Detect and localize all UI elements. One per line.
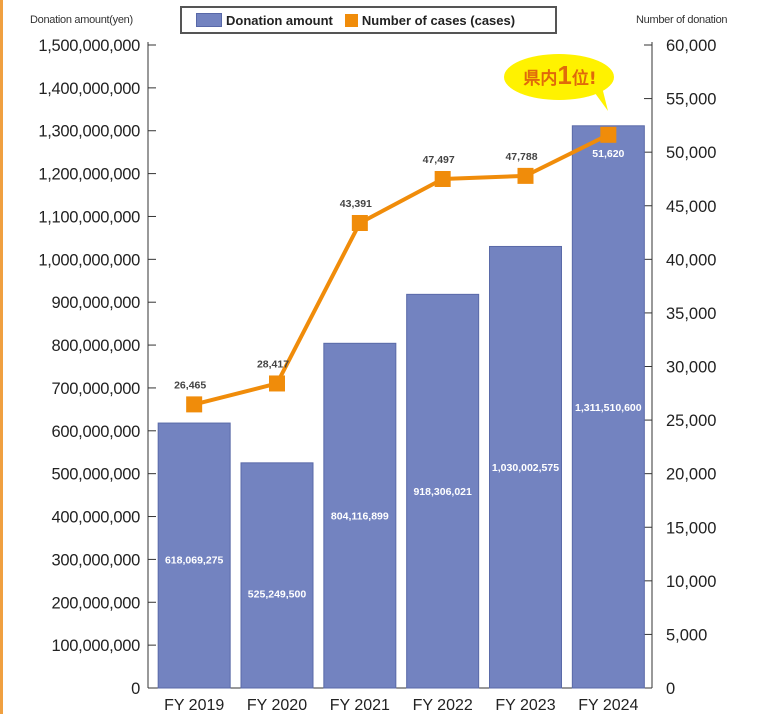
- donation-bar: [489, 245, 562, 689]
- right-axis-tick-label: 45,000: [666, 198, 716, 216]
- x-axis-category-label: FY 2022: [413, 697, 473, 714]
- callout-number: 1: [557, 60, 572, 90]
- donation-bar: [571, 125, 645, 689]
- right-axis-title: Number of donation: [636, 14, 728, 26]
- right-axis-tick-label: 20,000: [666, 466, 716, 484]
- callout-prefix: 県内: [523, 69, 558, 89]
- left-axis-tick-label: 1,200,000,000: [38, 166, 140, 184]
- cases-point: [517, 167, 534, 184]
- cases-point-label: 51,620: [592, 148, 624, 160]
- x-axis-category-label: FY 2024: [578, 697, 638, 714]
- left-axis-tick-label: 1,000,000,000: [38, 251, 140, 269]
- right-axis-tick-label: 5,000: [666, 626, 707, 644]
- callout-suffix: 位!: [571, 69, 597, 89]
- right-axis-tick-label: 0: [666, 680, 675, 698]
- left-axis-tick-label: 700,000,000: [52, 380, 141, 398]
- left-axis-tick-label: 900,000,000: [52, 294, 141, 312]
- left-axis-tick-label: 300,000,000: [52, 551, 141, 569]
- left-axis-tick-label: 1,100,000,000: [38, 208, 140, 226]
- callout-text: 県内1位!: [504, 60, 616, 91]
- right-axis-tick-label: 60,000: [666, 37, 716, 55]
- right-axis-tick-label: 30,000: [666, 359, 716, 377]
- cases-point-label: 47,497: [423, 154, 455, 166]
- donation-bar-label: 804,116,899: [331, 511, 389, 523]
- cases-point: [351, 214, 368, 231]
- left-axis-tick-label: 800,000,000: [52, 337, 141, 355]
- cases-point: [186, 396, 203, 413]
- right-axis-tick-label: 25,000: [666, 412, 716, 430]
- donation-bar: [157, 422, 231, 689]
- legend-bar-swatch: [196, 13, 222, 27]
- right-axis-tick-label: 10,000: [666, 573, 716, 591]
- cases-point: [600, 126, 617, 143]
- left-axis-tick-label: 0: [131, 680, 140, 698]
- donation-bar: [406, 293, 480, 689]
- left-axis-tick-label: 600,000,000: [52, 423, 141, 441]
- legend-line-label: Number of cases (cases): [361, 12, 516, 28]
- left-axis-tick-label: 1,400,000,000: [38, 80, 140, 98]
- donation-bar-label: 1,311,510,600: [575, 402, 642, 414]
- left-axis-tick-label: 200,000,000: [52, 594, 141, 612]
- left-axis-tick-label: 400,000,000: [52, 509, 141, 527]
- donation-bar: [323, 342, 397, 689]
- legend-bar-label: Donation amount: [226, 12, 333, 28]
- left-accent-strip: [0, 0, 3, 714]
- x-axis-category-label: FY 2020: [247, 697, 307, 714]
- rank-callout: 県内1位!: [504, 53, 616, 111]
- left-axis-tick-label: 1,500,000,000: [38, 37, 140, 55]
- right-axis-tick-label: 50,000: [666, 144, 716, 162]
- cases-point: [269, 375, 285, 392]
- legend-line-swatch: [344, 13, 358, 27]
- donation-bar-label: 525,249,500: [248, 588, 307, 600]
- x-axis-category-label: FY 2021: [330, 697, 390, 714]
- donation-bar-label: 618,069,275: [165, 555, 224, 567]
- legend: Donation amount Number of cases (cases): [180, 6, 557, 34]
- left-axis-tick-label: 1,300,000,000: [38, 123, 140, 141]
- x-axis-category-label: FY 2023: [495, 697, 555, 714]
- cases-point-label: 28,417: [257, 358, 289, 370]
- cases-point-label: 26,465: [174, 379, 206, 391]
- callout-bubble: [504, 54, 614, 111]
- cases-point-label: 43,391: [340, 198, 372, 210]
- cases-line: [193, 133, 610, 407]
- left-axis-title: Donation amount(yen): [30, 14, 133, 26]
- donation-bar-label: 1,030,002,575: [492, 462, 559, 474]
- cases-point: [434, 170, 451, 187]
- cases-point-label: 47,788: [505, 151, 537, 163]
- left-axis-tick-label: 100,000,000: [52, 637, 141, 655]
- right-axis-tick-label: 35,000: [666, 305, 716, 323]
- left-axis-tick-label: 500,000,000: [52, 466, 141, 484]
- donation-bar-label: 918,306,021: [413, 486, 472, 498]
- right-axis-tick-label: 15,000: [666, 519, 716, 537]
- donation-bar: [240, 462, 314, 689]
- x-axis-category-label: FY 2019: [164, 697, 224, 714]
- right-axis-tick-label: 55,000: [666, 91, 716, 109]
- right-axis-tick-label: 40,000: [666, 251, 716, 269]
